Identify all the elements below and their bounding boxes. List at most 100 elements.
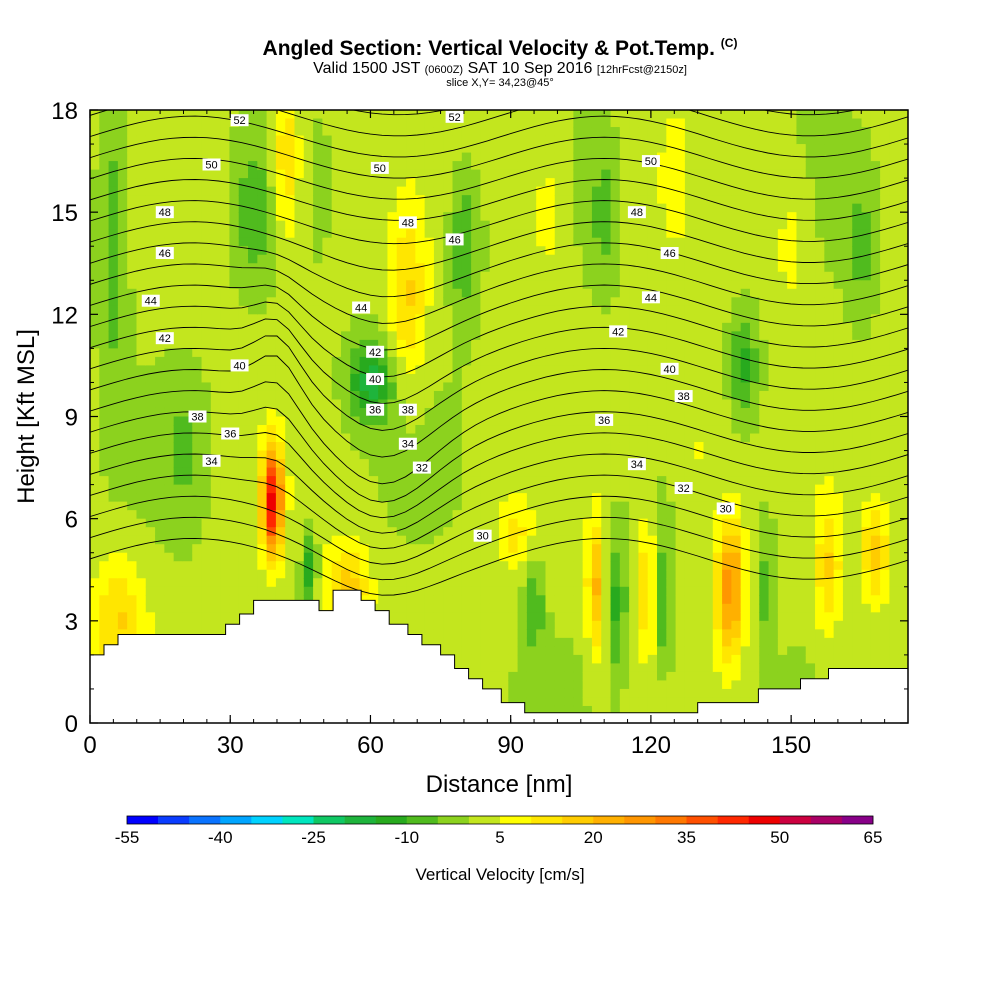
field-cell [182,314,193,324]
field-cell [127,425,138,435]
field-cell [285,510,296,520]
field-cell [285,407,296,418]
field-cell [294,118,305,128]
field-cell [117,382,128,392]
field-cell [508,620,519,630]
field-cell [461,186,472,196]
field-cell [647,697,658,707]
field-cell [461,365,472,375]
field-cell [378,305,389,315]
field-cell [638,407,649,418]
field-cell [684,544,695,554]
field-cell [387,544,398,554]
field-cell [275,569,286,579]
field-cell [610,680,621,690]
field-cell [294,195,305,205]
field-cell [108,169,119,179]
field-cell [415,322,426,332]
field-cell [489,518,500,528]
field-cell [694,637,705,647]
field-cell [461,442,472,452]
field-cell [331,527,342,537]
field-cell [480,459,491,469]
field-cell [443,356,454,367]
field-cell [164,603,175,613]
field-cell [396,127,407,137]
field-cell [573,280,584,290]
field-cell [489,425,500,435]
field-cell [173,569,184,579]
field-cell [582,339,593,349]
field-cell [564,476,574,486]
field-cell [303,195,314,205]
field-cell [443,646,454,656]
field-cell [406,161,416,171]
field-cell [294,178,305,188]
field-cell [564,212,574,222]
field-cell [675,552,686,562]
field-cell [452,365,463,375]
field-cell [489,127,500,137]
field-cell [684,161,695,171]
field-cell [99,356,110,367]
field-cell [182,527,193,537]
field-cell [238,220,249,230]
field-cell [647,322,658,332]
field-cell [647,544,658,554]
field-cell [452,654,463,664]
field-cell [564,407,574,418]
field-cell [136,620,147,630]
field-cell [108,620,119,630]
field-cell [313,510,323,520]
field-cell [526,629,537,639]
field-cell [313,552,323,562]
field-cell [285,237,296,247]
field-cell [266,459,277,469]
field-cell [526,535,537,545]
field-cell [582,501,593,511]
field-cell [331,314,342,324]
field-cell [508,586,519,596]
field-cell [99,518,110,528]
field-cell [127,203,138,213]
field-cell [489,586,500,596]
field-cell [582,705,593,716]
field-cell [508,518,519,528]
field-cell [443,476,454,486]
field-cell [350,450,361,460]
field-cell [712,527,723,537]
field-cell [257,348,268,358]
field-cell [489,620,500,630]
field-cell [229,331,240,341]
field-cell [489,365,500,375]
field-cell [117,178,128,188]
field-cell [554,425,565,435]
field-cell [303,220,314,230]
field-cell [582,229,593,239]
field-cell [526,578,537,588]
field-cell [443,603,454,613]
field-cell [517,510,528,520]
field-cell [657,288,667,298]
field-cell [331,237,342,247]
field-cell [582,144,593,154]
field-cell [554,399,565,409]
field-cell [582,680,593,690]
field-cell [638,552,649,562]
field-cell [452,425,463,435]
field-cell [703,586,714,596]
field-cell [461,305,472,315]
field-cell [155,110,165,120]
field-cell [703,425,714,435]
field-cell [684,373,695,384]
field-cell [108,425,119,435]
field-cell [694,442,705,452]
field-cell [536,442,547,452]
field-cell [210,595,221,605]
field-cell [210,280,221,290]
field-cell [573,382,584,392]
field-cell [629,586,640,596]
field-cell [331,161,342,171]
field-cell [108,510,119,520]
field-cell [192,501,203,511]
